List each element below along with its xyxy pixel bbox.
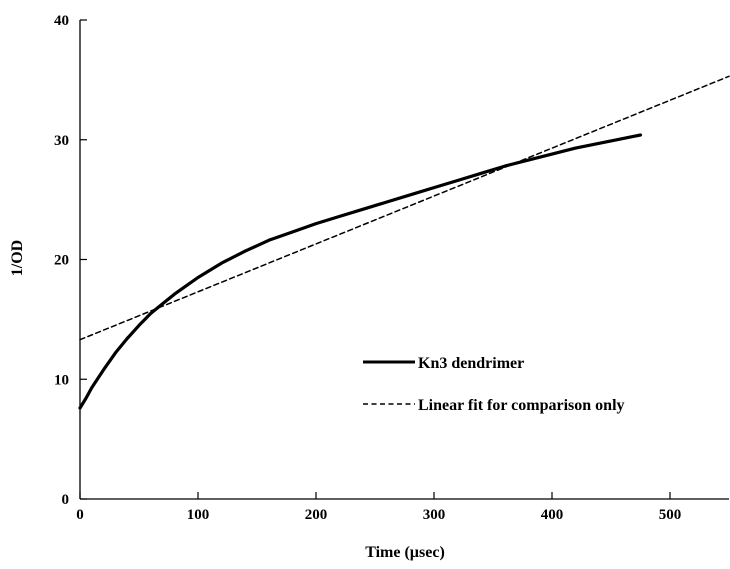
x-axis-title: Time (µsec) [365,544,445,561]
x-tick-label: 200 [305,507,328,523]
x-tick-label: 100 [187,507,210,523]
x-tick-label: 0 [76,507,84,523]
y-tick-label: 30 [54,133,69,149]
y-tick-label: 40 [54,13,69,29]
x-tick-label: 300 [423,507,446,523]
series-line-linear-fit [79,75,730,341]
legend-label-linear-fit: Linear fit for comparison only [418,397,625,414]
y-tick-label: 20 [54,253,69,269]
y-tick-label: 0 [62,492,70,508]
y-axis-title: 1/OD [9,240,26,276]
legend: Kn3 dendrimer Linear fit for comparison … [363,355,625,414]
series-line-kn3-dendrimer [78,133,643,410]
x-tick-label: 400 [541,507,564,523]
series-layer [78,75,730,410]
plot-area [79,20,729,500]
legend-label-kn3-dendrimer: Kn3 dendrimer [418,355,524,372]
y-tick-label: 10 [54,372,69,388]
axis-ticks: 0 100 200 300 400 500 0 10 20 30 40 [54,13,681,523]
x-tick-label: 500 [659,507,682,523]
